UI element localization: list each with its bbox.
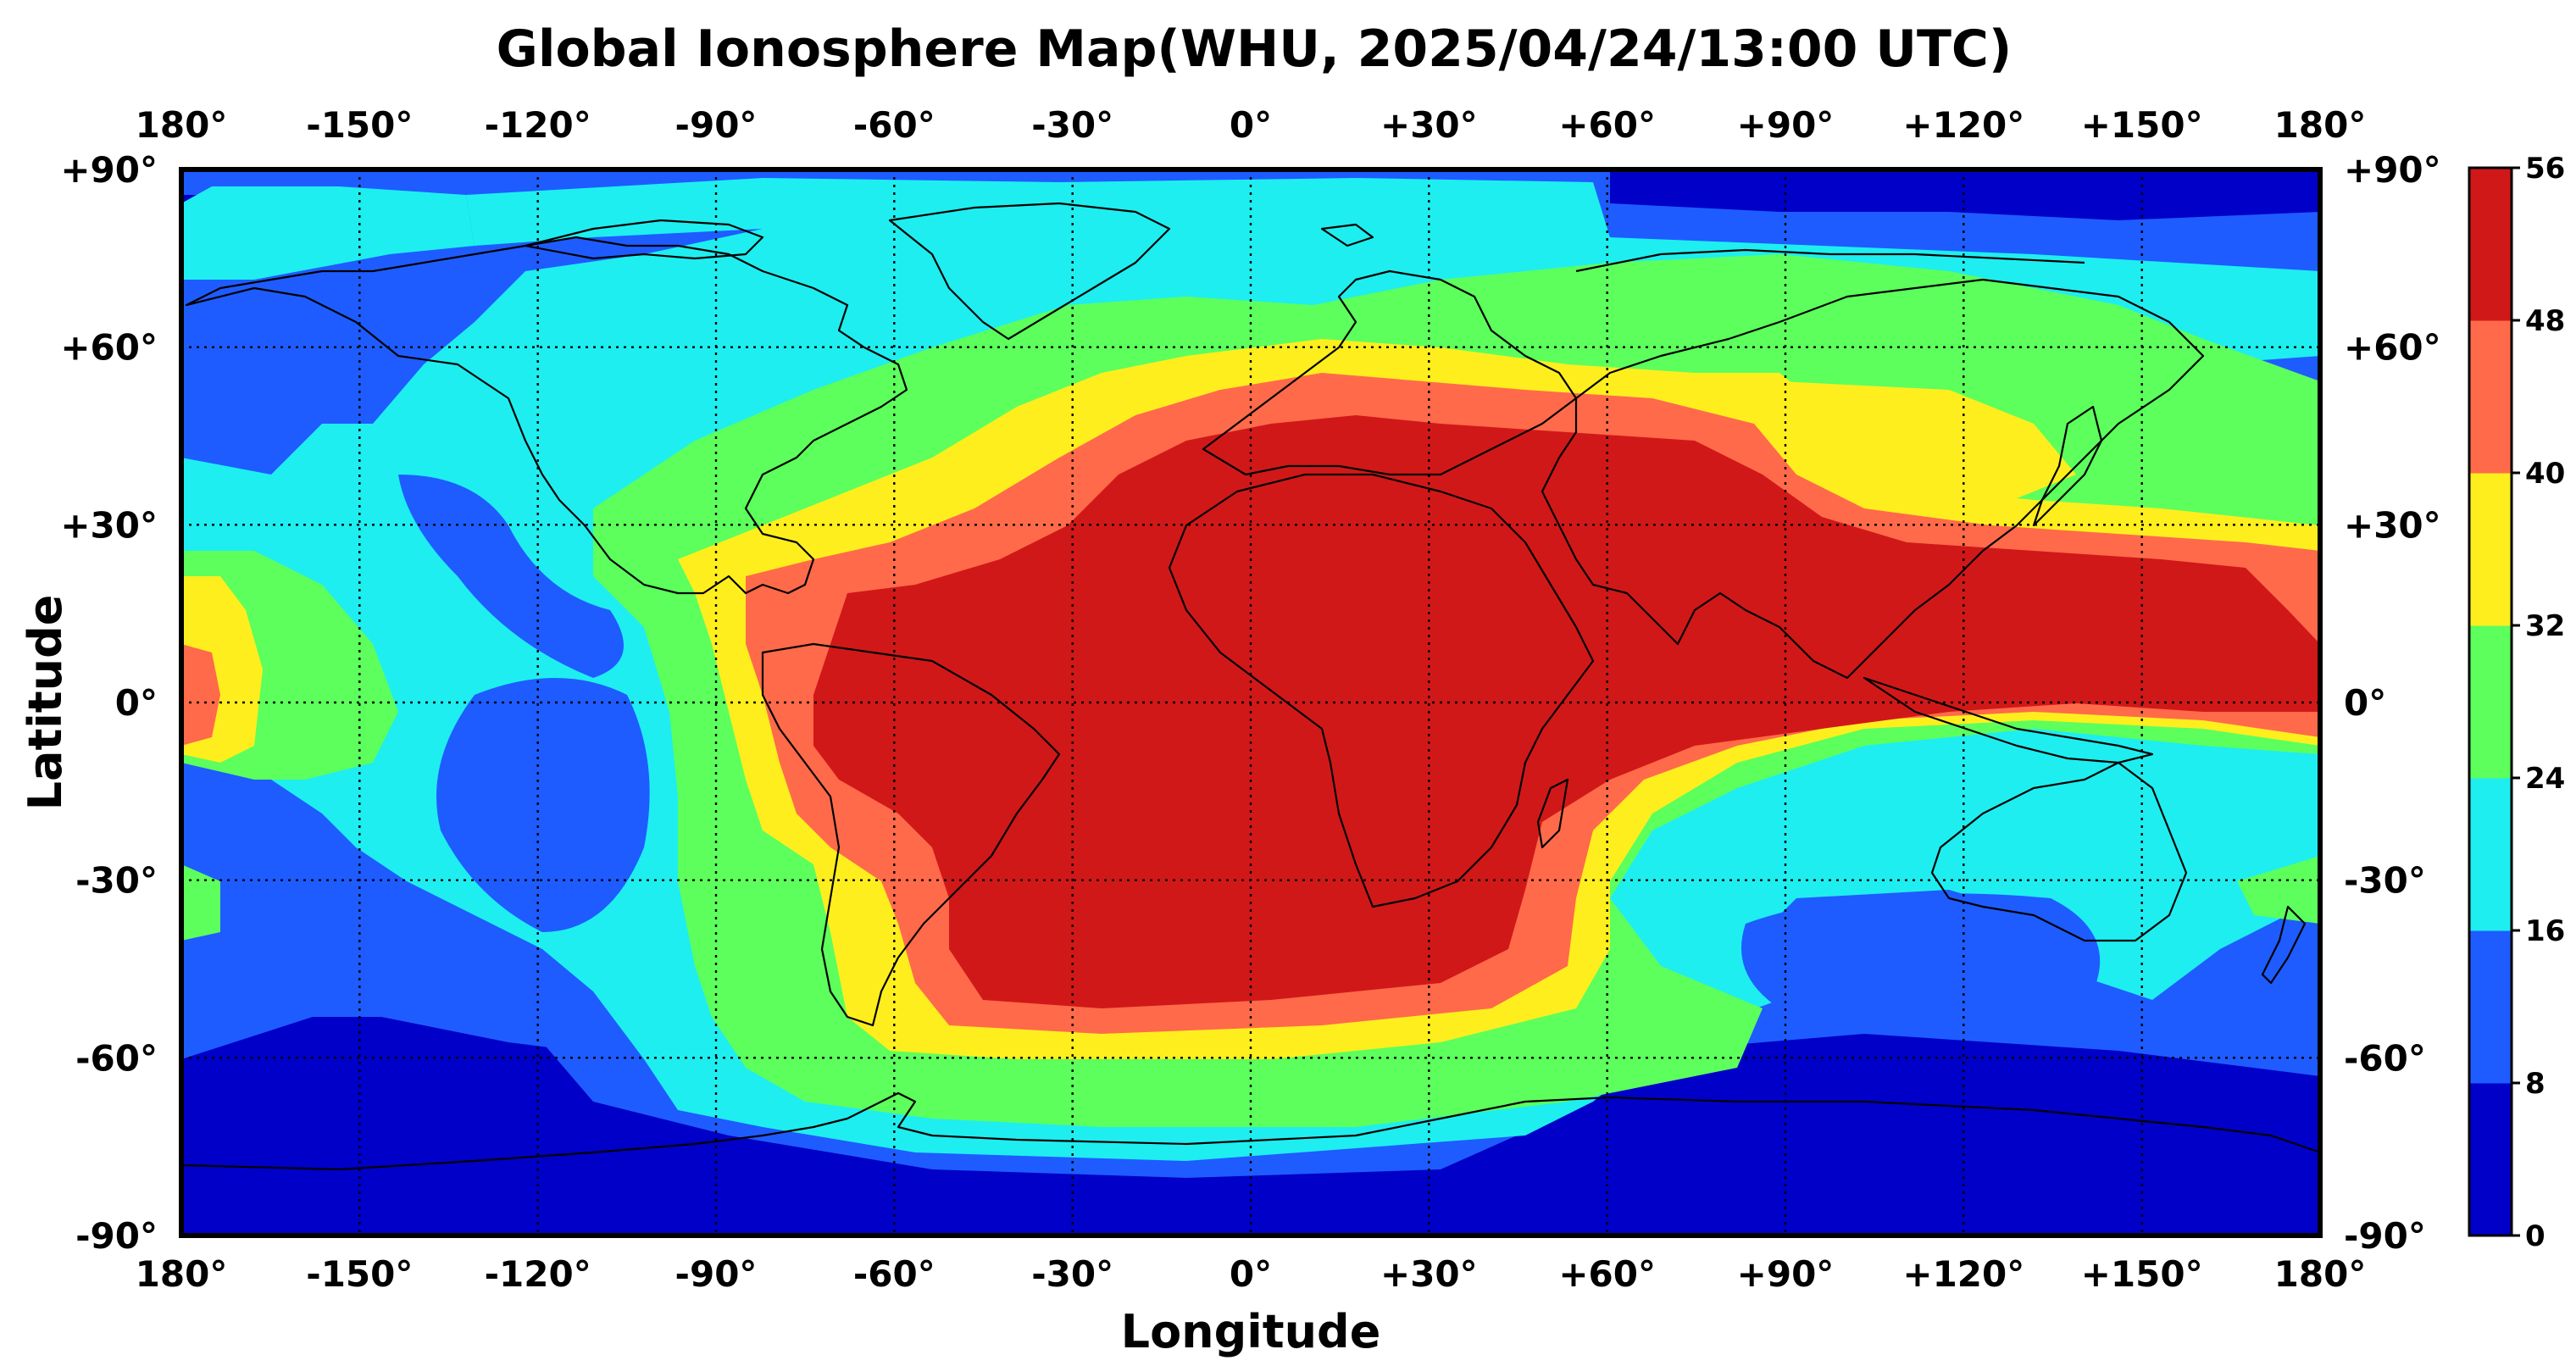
lon-tick-label-top: -30° (1031, 104, 1113, 146)
lat-tick-label-right: +90° (2344, 149, 2441, 191)
lon-tick-label-bottom: -120° (485, 1253, 591, 1295)
lat-tick-label-left: +60° (60, 327, 158, 369)
lon-tick-label-bottom: +120° (1902, 1253, 2024, 1295)
y-axis-label: Latitude (19, 595, 72, 811)
lon-tick-label-bottom: +30° (1380, 1253, 1478, 1295)
colorbar-segment (2469, 168, 2512, 321)
colorbar-segment (2469, 473, 2512, 626)
lat-tick-label-left: -30° (75, 860, 158, 902)
lon-tick-label-bottom: 0° (1230, 1253, 1272, 1295)
coastline-australia (1930, 761, 2188, 942)
lon-tick-label-bottom: 180° (136, 1253, 228, 1295)
tec-band-48-56-main (813, 415, 2320, 1008)
coastline-svalbard (1320, 223, 1374, 247)
colorbar-tick-label: 56 (2525, 152, 2565, 186)
lon-tick-label-bottom: +150° (2081, 1253, 2203, 1295)
lon-tick-label-top: -120° (485, 104, 591, 146)
lat-tick-label-right: +30° (2344, 504, 2441, 546)
coastline-madagascar (1536, 778, 1569, 849)
colorbar-tick-label: 0 (2525, 1219, 2545, 1253)
lat-tick-label-right: -90° (2344, 1215, 2426, 1257)
tec-band-8-16-pacific-north (398, 475, 624, 678)
map-grid (181, 169, 2320, 1236)
lat-tick-label-left: -60° (75, 1037, 158, 1079)
x-axis-label: Longitude (1121, 1305, 1381, 1358)
colorbar-tick-label: 16 (2525, 914, 2565, 948)
colorbar-frame (2468, 166, 2513, 1237)
longitude-ticks-bottom: 180° -150° -120° -90° -60° -30° 0° +30° +60° +90°… (136, 1253, 2367, 1295)
coastline-europe (1202, 269, 1578, 476)
tec-band-24-32-southwest (181, 864, 220, 941)
tec-band-16-24-arctic (181, 186, 475, 280)
map-frame (179, 167, 2323, 1238)
colorbar (2469, 168, 2512, 1236)
coastline-indonesia (1863, 676, 2154, 764)
colorbar-tick-label: 40 (2525, 457, 2565, 491)
lon-tick-label-top: +30° (1380, 104, 1478, 146)
lon-tick-label-bottom: -90° (675, 1253, 758, 1295)
tec-band-40-48-pacific-eq (181, 644, 220, 746)
colorbar-tick-label: 32 (2525, 609, 2565, 643)
lon-tick-label-top: 180° (136, 104, 228, 146)
coastline-south-america (761, 642, 1061, 1027)
lon-tick-label-bottom: -30° (1031, 1253, 1113, 1295)
coastline-siberia-north (1575, 248, 2085, 273)
colorbar-segment (2469, 320, 2512, 474)
coastlines (181, 202, 2320, 1171)
lon-tick-label-bottom: +90° (1737, 1253, 1835, 1295)
coastline-antarctica (181, 1091, 2320, 1171)
colorbar-segment (2469, 930, 2512, 1084)
tec-band-32-40-asia-ne (1779, 381, 2076, 508)
latitude-ticks-right: +90° +60° +30° 0° -30° -60° -90° (2344, 149, 2441, 1257)
lat-tick-label-right: 0° (2344, 682, 2386, 724)
lon-tick-label-top: +150° (2081, 104, 2203, 146)
coastline-africa (1168, 473, 1595, 908)
lon-tick-label-top: +120° (1902, 104, 2024, 146)
coastline-japan (2032, 405, 2103, 527)
lat-tick-label-right: -60° (2344, 1037, 2426, 1079)
longitude-ticks-top: 180° -150° -120° -90° -60° -30° 0° +30° +60° +90°… (136, 104, 2367, 146)
lon-tick-label-top: +60° (1558, 104, 1656, 146)
lon-tick-label-top: -90° (675, 104, 758, 146)
coastline-asia (1541, 278, 2205, 680)
tec-band-24-32-nz (2237, 856, 2320, 924)
tec-band-8-16-indian (1741, 893, 2101, 1011)
lat-tick-label-right: +60° (2344, 327, 2441, 369)
lon-tick-label-bottom: 180° (2274, 1253, 2367, 1295)
coastline-greenland (888, 202, 1171, 341)
chart-title: Global Ionosphere Map(WHU, 2025/04/24/13… (497, 19, 2012, 79)
latitude-ticks-left: +90° +60° +30° 0° -30° -60° -90° (60, 149, 158, 1257)
lat-tick-label-left: -90° (75, 1215, 158, 1257)
lon-tick-label-top: 0° (1230, 104, 1272, 146)
map-panel (181, 169, 2320, 1236)
lon-tick-label-top: -150° (306, 104, 413, 146)
colorbar-segment (2469, 778, 2512, 931)
colorbar-segment (2469, 1083, 2512, 1236)
tec-band-8-16-south-pacific (181, 907, 644, 1059)
coastline-north-america (185, 236, 908, 595)
coastline-canadian-arctic (524, 219, 764, 260)
tec-band-24-32-asia-north (1610, 263, 2118, 390)
lat-tick-label-right: -30° (2344, 860, 2426, 902)
colorbar-segment (2469, 625, 2512, 779)
lon-tick-label-bottom: -60° (853, 1253, 935, 1295)
lon-tick-label-bottom: +60° (1558, 1253, 1656, 1295)
lat-tick-label-left: +90° (60, 149, 158, 191)
colorbar-ticks: 0 8 16 24 32 40 48 56 (2512, 152, 2565, 1253)
coastline-new-zealand (2261, 905, 2307, 985)
colorbar-tick-label: 8 (2525, 1067, 2545, 1101)
colorbar-tick-label: 48 (2525, 304, 2565, 338)
lon-tick-label-top: 180° (2274, 104, 2367, 146)
tec-band-8-16-pacific-east (436, 678, 650, 932)
lat-tick-label-left: +30° (60, 504, 158, 546)
lon-tick-label-bottom: -150° (306, 1253, 413, 1295)
colorbar-tick-label: 24 (2525, 762, 2565, 796)
lon-tick-label-top: +90° (1737, 104, 1835, 146)
lon-tick-label-top: -60° (853, 104, 935, 146)
lat-tick-label-left: 0° (115, 682, 158, 724)
